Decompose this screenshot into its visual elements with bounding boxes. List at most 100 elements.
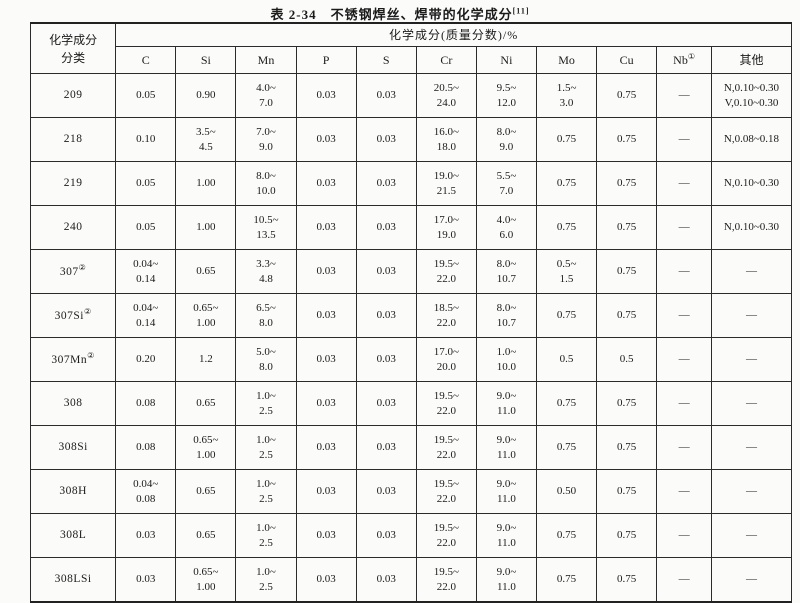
cell-Nb: — <box>656 513 712 558</box>
column-header-Si: Si <box>175 46 237 74</box>
cell-Ni: 9.5~ 12.0 <box>475 73 537 118</box>
cell-other: — <box>710 425 793 470</box>
cell-Mn: 1.0~ 2.5 <box>235 425 297 470</box>
column-header-Cr: Cr <box>415 46 477 74</box>
table-row: 240 0.05 1.00 10.5~ 13.5 0.03 0.03 17.0~ 19.0 4… <box>29 205 793 250</box>
cell-S: 0.03 <box>355 293 417 338</box>
cell-C: 0.04~ 0.08 <box>115 469 177 514</box>
cell-Cu: 0.75 <box>596 425 658 470</box>
cell-Si: 3.5~ 4.5 <box>175 117 237 162</box>
element-header-row: C Si Mn P S Cr Ni Mo Cu Nb① 其他 <box>31 46 793 74</box>
cell-Ni: 9.0~ 11.0 <box>475 425 537 470</box>
span-header: 化学成分(质量分数)/% <box>115 22 792 47</box>
row-label: 308Si <box>29 425 117 470</box>
cell-Mo: 0.75 <box>535 293 598 338</box>
cell-C: 0.05 <box>115 73 177 118</box>
cell-C: 0.05 <box>115 205 177 250</box>
cell-Cr: 17.0~ 20.0 <box>415 337 477 382</box>
cell-Mo: 0.75 <box>535 161 598 206</box>
cell-C: 0.05 <box>115 161 177 206</box>
cell-S: 0.03 <box>355 205 417 250</box>
cell-Nb: — <box>656 205 712 250</box>
cell-Cr: 19.5~ 22.0 <box>415 249 477 294</box>
cell-other: — <box>710 337 793 382</box>
cell-C: 0.10 <box>115 117 177 162</box>
column-header-Mo: Mo <box>535 46 598 74</box>
row-label: 308L <box>29 513 117 558</box>
column-header-P: P <box>295 46 357 74</box>
cell-other: — <box>710 293 793 338</box>
column-header-Cu: Cu <box>596 46 658 74</box>
cell-Cr: 19.5~ 22.0 <box>415 425 477 470</box>
row-label: 307Si② <box>29 293 117 338</box>
cell-Mn: 1.0~ 2.5 <box>235 513 297 558</box>
page-title: 表 2-34 不锈钢焊丝、焊带的化学成分[11] <box>0 0 800 22</box>
row-label: 219 <box>29 161 117 206</box>
cell-Si: 1.00 <box>175 205 237 250</box>
row-label: 240 <box>29 205 117 250</box>
cell-Mo: 0.5 <box>535 337 598 382</box>
cell-Ni: 9.0~ 11.0 <box>475 469 537 514</box>
cell-Ni: 5.5~ 7.0 <box>475 161 537 206</box>
cell-Mn: 1.0~ 2.5 <box>235 469 297 514</box>
column-header-superscript: ① <box>687 51 696 61</box>
cell-other: — <box>710 381 793 426</box>
cell-Ni: 8.0~ 10.7 <box>475 293 537 338</box>
cell-Cu: 0.75 <box>596 249 658 294</box>
cell-Mo: 0.75 <box>535 117 598 162</box>
cell-P: 0.03 <box>295 293 357 338</box>
cell-Cu: 0.75 <box>596 381 658 426</box>
cell-Nb: — <box>656 337 712 382</box>
cell-S: 0.03 <box>355 117 417 162</box>
cell-Cr: 18.5~ 22.0 <box>415 293 477 338</box>
composition-table: 化学成分 分类 化学成分(质量分数)/% C Si Mn P S Cr Ni Mo Cu Nb① 其… <box>29 22 793 603</box>
cell-Mo: 0.75 <box>535 381 598 426</box>
cell-Cu: 0.75 <box>596 161 658 206</box>
cell-S: 0.03 <box>355 249 417 294</box>
cell-S: 0.03 <box>355 513 417 558</box>
cell-Ni: 9.0~ 11.0 <box>475 513 537 558</box>
cell-Cu: 0.75 <box>596 469 658 514</box>
cell-Nb: — <box>656 293 712 338</box>
cell-C: 0.04~ 0.14 <box>115 249 177 294</box>
cell-Nb: — <box>656 117 712 162</box>
cell-Cr: 20.5~ 24.0 <box>415 73 477 118</box>
cell-Mo: 0.50 <box>535 469 598 514</box>
cell-Mn: 6.5~ 8.0 <box>235 293 297 338</box>
row-label: 218 <box>29 117 117 162</box>
cell-Si: 0.65 <box>175 381 237 426</box>
table-row: 308Si 0.08 0.65~ 1.00 1.0~ 2.5 0.03 0.03 19.5~… <box>29 425 793 470</box>
cell-S: 0.03 <box>355 161 417 206</box>
table-row: 307② 0.04~ 0.14 0.65 3.3~ 4.8 0.03 0.03 19.5~ … <box>29 249 793 294</box>
cell-P: 0.03 <box>295 205 357 250</box>
column-header-Ni: Ni <box>475 46 537 74</box>
cell-Ni: 8.0~ 10.7 <box>475 249 537 294</box>
column-header-other: 其他 <box>710 46 793 74</box>
row-label: 308H <box>29 469 117 514</box>
cell-Nb: — <box>656 249 712 294</box>
cell-Nb: — <box>656 425 712 470</box>
cell-P: 0.03 <box>295 469 357 514</box>
row-label: 307② <box>29 249 117 294</box>
cell-other: N,0.10~0.30 <box>710 205 793 250</box>
cell-P: 0.03 <box>295 161 357 206</box>
cell-other: N,0.10~0.30 <box>710 161 793 206</box>
cell-other: N,0.10~0.30 V,0.10~0.30 <box>710 73 793 118</box>
cell-Cu: 0.75 <box>596 73 658 118</box>
cell-Mo: 0.75 <box>535 205 598 250</box>
cell-Cr: 19.5~ 22.0 <box>415 513 477 558</box>
table-row: 308H 0.04~ 0.08 0.65 1.0~ 2.5 0.03 0.03 19.5~ … <box>29 469 793 514</box>
cell-C: 0.20 <box>115 337 177 382</box>
cell-Cr: 16.0~ 18.0 <box>415 117 477 162</box>
cell-Nb: — <box>656 381 712 426</box>
table-row: 307Mn② 0.20 1.2 5.0~ 8.0 0.03 0.03 17.0~ 20.0 1… <box>29 337 793 382</box>
cell-C: 0.03 <box>115 513 177 558</box>
cell-Si: 0.65 <box>175 249 237 294</box>
corner-header: 化学成分 分类 <box>29 22 117 74</box>
cell-Ni: 4.0~ 6.0 <box>475 205 537 250</box>
table-caption: 表 2-34 不锈钢焊丝、焊带的化学成分 <box>270 7 513 22</box>
table-row: 218 0.10 3.5~ 4.5 7.0~ 9.0 0.03 0.03 16.0~ 18.… <box>29 117 793 162</box>
cell-other: — <box>710 249 793 294</box>
cell-Cu: 0.75 <box>596 117 658 162</box>
cell-Mo: 0.75 <box>535 513 598 558</box>
